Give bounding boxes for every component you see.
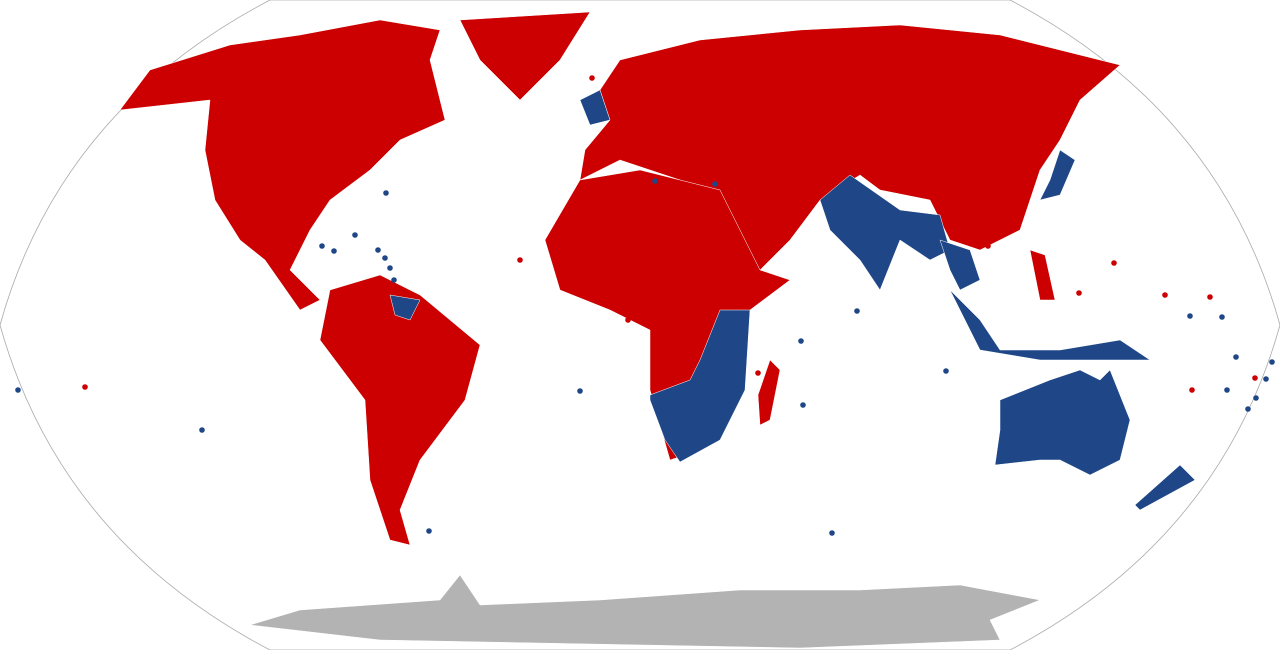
- island-marker-right-hand: [625, 317, 631, 323]
- island-marker-left-hand: [15, 387, 21, 393]
- island-marker-left-hand: [1219, 314, 1225, 320]
- region-south-america: [319, 274, 481, 546]
- island-marker-left-hand: [652, 178, 658, 184]
- region-madagascar: [757, 359, 781, 426]
- island-marker-left-hand: [382, 255, 388, 261]
- island-marker-left-hand: [199, 427, 205, 433]
- region-new-zealand: [1134, 464, 1196, 511]
- region-south-asia: [819, 174, 951, 291]
- region-north-america: [119, 19, 446, 311]
- island-marker-right-hand: [1162, 292, 1168, 298]
- island-marker-left-hand: [331, 248, 337, 254]
- island-marker-right-hand: [985, 243, 991, 249]
- island-marker-left-hand: [1263, 376, 1269, 382]
- region-guiana: [389, 294, 421, 321]
- island-marker-left-hand: [1224, 387, 1230, 393]
- island-marker-left-hand: [854, 308, 860, 314]
- region-australia: [994, 369, 1131, 476]
- island-marker-right-hand: [755, 370, 761, 376]
- island-marker-left-hand: [352, 232, 358, 238]
- island-marker-right-hand: [589, 75, 595, 81]
- region-united-kingdom: [579, 89, 611, 126]
- island-marker-left-hand: [1233, 354, 1239, 360]
- island-marker-left-hand: [943, 368, 949, 374]
- island-marker-right-hand: [1076, 290, 1082, 296]
- island-marker-right-hand: [1252, 375, 1258, 381]
- region-southern-africa: [649, 309, 751, 463]
- island-marker-left-hand: [1187, 313, 1193, 319]
- island-marker-left-hand: [1245, 406, 1251, 412]
- island-marker-left-hand: [800, 402, 806, 408]
- region-eurasia: [579, 24, 1121, 271]
- island-marker-left-hand: [1253, 395, 1259, 401]
- region-antarctica: [249, 574, 1041, 649]
- island-marker-right-hand: [517, 257, 523, 263]
- island-marker-left-hand: [391, 277, 397, 283]
- island-marker-right-hand: [1207, 294, 1213, 300]
- region-greenland: [459, 11, 591, 101]
- island-marker-left-hand: [712, 181, 718, 187]
- island-marker-left-hand: [1269, 359, 1275, 365]
- island-marker-right-hand: [1111, 260, 1117, 266]
- island-marker-left-hand: [387, 265, 393, 271]
- region-japan: [1039, 149, 1076, 201]
- island-marker-left-hand: [375, 247, 381, 253]
- region-thailand: [939, 239, 981, 291]
- island-marker-right-hand: [1189, 387, 1195, 393]
- region-philippines: [1029, 249, 1056, 301]
- island-marker-left-hand: [319, 243, 325, 249]
- island-marker-right-hand: [82, 384, 88, 390]
- island-marker-left-hand: [798, 338, 804, 344]
- island-marker-left-hand: [383, 190, 389, 196]
- region-indonesia: [949, 289, 1151, 361]
- island-marker-left-hand: [829, 530, 835, 536]
- island-marker-left-hand: [426, 528, 432, 534]
- island-marker-left-hand: [577, 388, 583, 394]
